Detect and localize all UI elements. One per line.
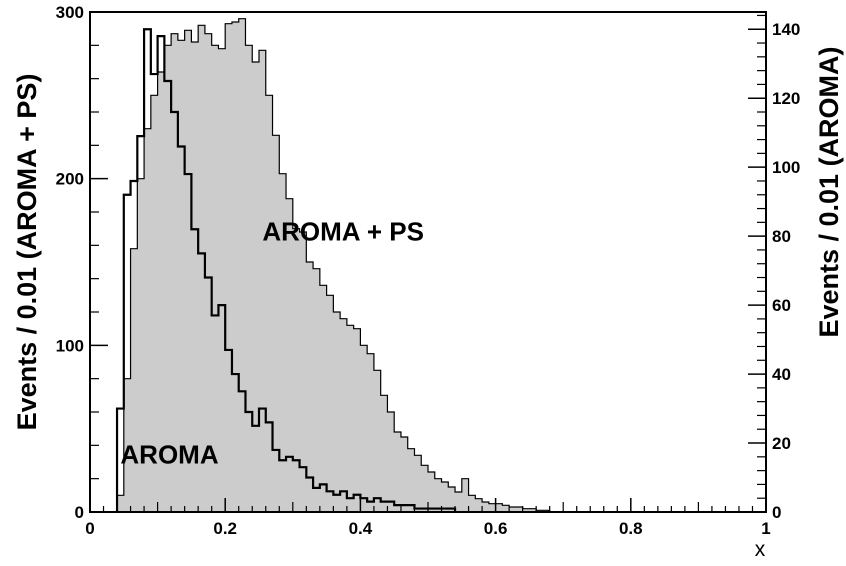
- series-layer: [115, 18, 551, 513]
- x-tick-label: 0.6: [484, 519, 508, 538]
- x-tick-label: 1: [761, 519, 770, 538]
- y-axis-right-title: Events / 0.01 (AROMA): [814, 46, 844, 337]
- x-tick-label: 0: [85, 519, 94, 538]
- y-right-tick-label: 140: [772, 20, 800, 39]
- ticks-layer: 0 0.2 0.4 0.6 0.8 101002003000204060801001201…: [56, 3, 801, 538]
- y-right-tick-label: 40: [772, 365, 791, 384]
- y-right-tick-label: 20: [772, 434, 791, 453]
- y-left-tick-label: 0: [75, 503, 84, 522]
- y-left-tick-label: 100: [56, 336, 84, 355]
- series-aroma-ps-area: [116, 18, 551, 513]
- y-right-tick-label: 0: [772, 503, 781, 522]
- x-tick-label: 0.8: [619, 519, 643, 538]
- x-tick-label: 0.4: [349, 519, 373, 538]
- y-right-tick-label: 100: [772, 158, 800, 177]
- x-tick-label: 0.2: [213, 519, 237, 538]
- y-left-tick-label: 300: [56, 3, 84, 22]
- y-right-tick-label: 120: [772, 89, 800, 108]
- y-right-tick-label: 60: [772, 296, 791, 315]
- y-axis-left-title: Events / 0.01 (AROMA + PS): [12, 74, 42, 431]
- y-left-tick-label: 200: [56, 170, 84, 189]
- annotation-aroma-ps: AROMA + PS: [262, 216, 424, 246]
- series-aroma-line: [115, 28, 457, 512]
- annotations-layer: AROMA + PS AROMA: [120, 216, 424, 469]
- x-axis-title: x: [755, 538, 766, 561]
- y-right-tick-label: 80: [772, 227, 791, 246]
- annotation-aroma: AROMA: [120, 440, 218, 470]
